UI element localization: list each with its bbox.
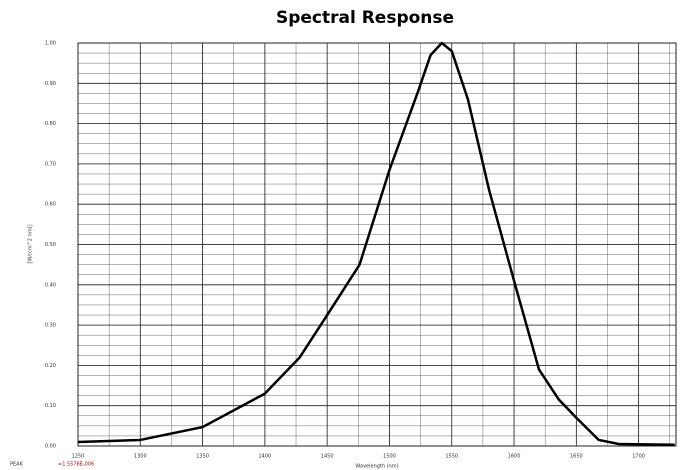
x-tick-label: 1400: [259, 454, 272, 460]
x-tick-label: 1250: [72, 454, 85, 460]
plot-frame: [77, 42, 677, 447]
line: [77, 41, 675, 447]
x-tick-label: 1700: [632, 454, 645, 460]
x-tick-label: 1600: [508, 454, 521, 460]
y-tick-label: 1.00: [45, 41, 56, 47]
x-tick-label: 1650: [570, 454, 583, 460]
y-tick-label: 0.10: [45, 403, 56, 409]
y-tick-label: 0.40: [45, 282, 56, 288]
annotation: PEAK: [10, 462, 24, 468]
y-tick-label: 0.90: [45, 81, 56, 87]
y-axis-label: [W/(cm^2 nm)]: [28, 224, 34, 263]
x-axis-label: Wavelength (nm): [355, 464, 398, 470]
y-tick-label: 0.80: [45, 121, 56, 127]
x-tick-label: 1450: [321, 454, 334, 460]
y-tick-label: 0.00: [45, 444, 56, 450]
x-tick-label: 1350: [196, 454, 209, 460]
x-tick-label: 1300: [134, 454, 147, 460]
y-tick-label: 0.20: [45, 363, 56, 369]
x-tick-label: 1500: [383, 454, 396, 460]
x-tick-label: 1550: [445, 454, 458, 460]
y-tick-label: 0.70: [45, 161, 56, 167]
chart-title: Spectral Response: [276, 8, 454, 28]
annotation: =1.5578E-006: [58, 462, 94, 468]
y-tick-label: 0.60: [45, 202, 56, 208]
y-tick-label: 0.30: [45, 323, 56, 329]
y-tick-label: 0.50: [45, 242, 56, 248]
